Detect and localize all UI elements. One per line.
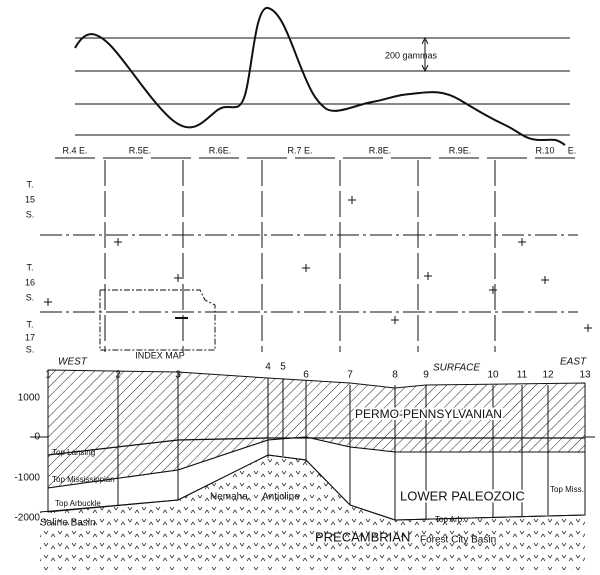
township-label: 17 [25,332,35,342]
range-label: R.10 [535,145,554,155]
range-label: R.4 E. [62,145,87,155]
scale-arrowheads [421,36,429,73]
well-number: 11 [517,370,528,381]
well-symbol [302,264,310,272]
well-number: 8 [392,370,398,381]
unit-label: Anticline [262,492,300,503]
well-number: 12 [542,370,554,381]
range-label: E. [568,145,577,155]
magnetic-curve [74,7,566,146]
depth-label: -1000 [14,473,40,484]
well-symbol [391,316,399,324]
well-number: 4 [265,362,271,373]
well-number: 5 [280,362,286,373]
township-label: S. [26,209,35,219]
surface-label: SURFACE [433,363,480,374]
unit-label: Top Miss. [550,485,584,494]
township-label: T. [26,262,33,272]
unit-label: Top Lansing [52,448,95,457]
well-number: 2 [115,370,121,381]
township-label: S. [26,344,35,354]
unit-label: Forest City Basin [420,535,496,546]
well-number: 3 [175,370,181,381]
township-label: S. [26,292,35,302]
well-symbol [114,238,122,246]
precambrian-unit [40,455,585,570]
east-label: EAST [560,357,587,368]
depth-label: -2000 [14,513,40,524]
unit-label: Saline Basin [40,518,96,529]
well-symbol [424,272,432,280]
well-symbol [518,238,526,246]
well-number: 7 [347,370,353,381]
range-label: R.6E. [209,145,232,155]
township-label: T. [26,179,33,189]
range-label: R.9E. [449,145,472,155]
depth-label: 0 [34,432,40,443]
township-label: 15 [25,194,35,204]
index-map-label: INDEX MAP [135,350,185,360]
well-symbol [489,286,497,294]
well-number: 1 [45,370,51,381]
township-label: 16 [25,277,35,287]
well-number: 10 [487,370,499,381]
range-label: R.5E. [129,145,152,155]
unit-label: Top Arb. [435,515,464,524]
well-symbol [584,324,592,332]
unit-label: Top Mississippian [52,475,115,484]
depth-label: 1000 [18,393,41,404]
well-number: 13 [579,370,591,381]
kansas-outline [99,289,216,351]
scale-label: 200 gammas [385,50,438,60]
range-label: R.7 E. [287,145,312,155]
location-map: INDEX MAP R.4 E. R.5E. R.6E. R.7 E. R.8E. R.9… [25,145,592,360]
well-symbol [348,196,356,204]
unit-label: Top Arbuckle [55,499,101,508]
unit-label: LOWER PALEOZOIC [400,488,525,503]
unit-label: Nemaha [210,492,248,503]
well-number: 6 [303,370,309,381]
well-number: 9 [423,370,429,381]
west-label: WEST [58,357,88,368]
well-symbol [44,298,52,306]
unit-label: PERMO-PENNSYLVANIAN [355,407,502,421]
well-symbol [174,274,182,282]
range-label: R.8E. [369,145,392,155]
township-label: T. [26,319,33,329]
well-symbol [541,276,549,284]
unit-label: PRECAMBRIAN [315,529,410,544]
magnetic-profile: 200 gammas [74,7,570,146]
